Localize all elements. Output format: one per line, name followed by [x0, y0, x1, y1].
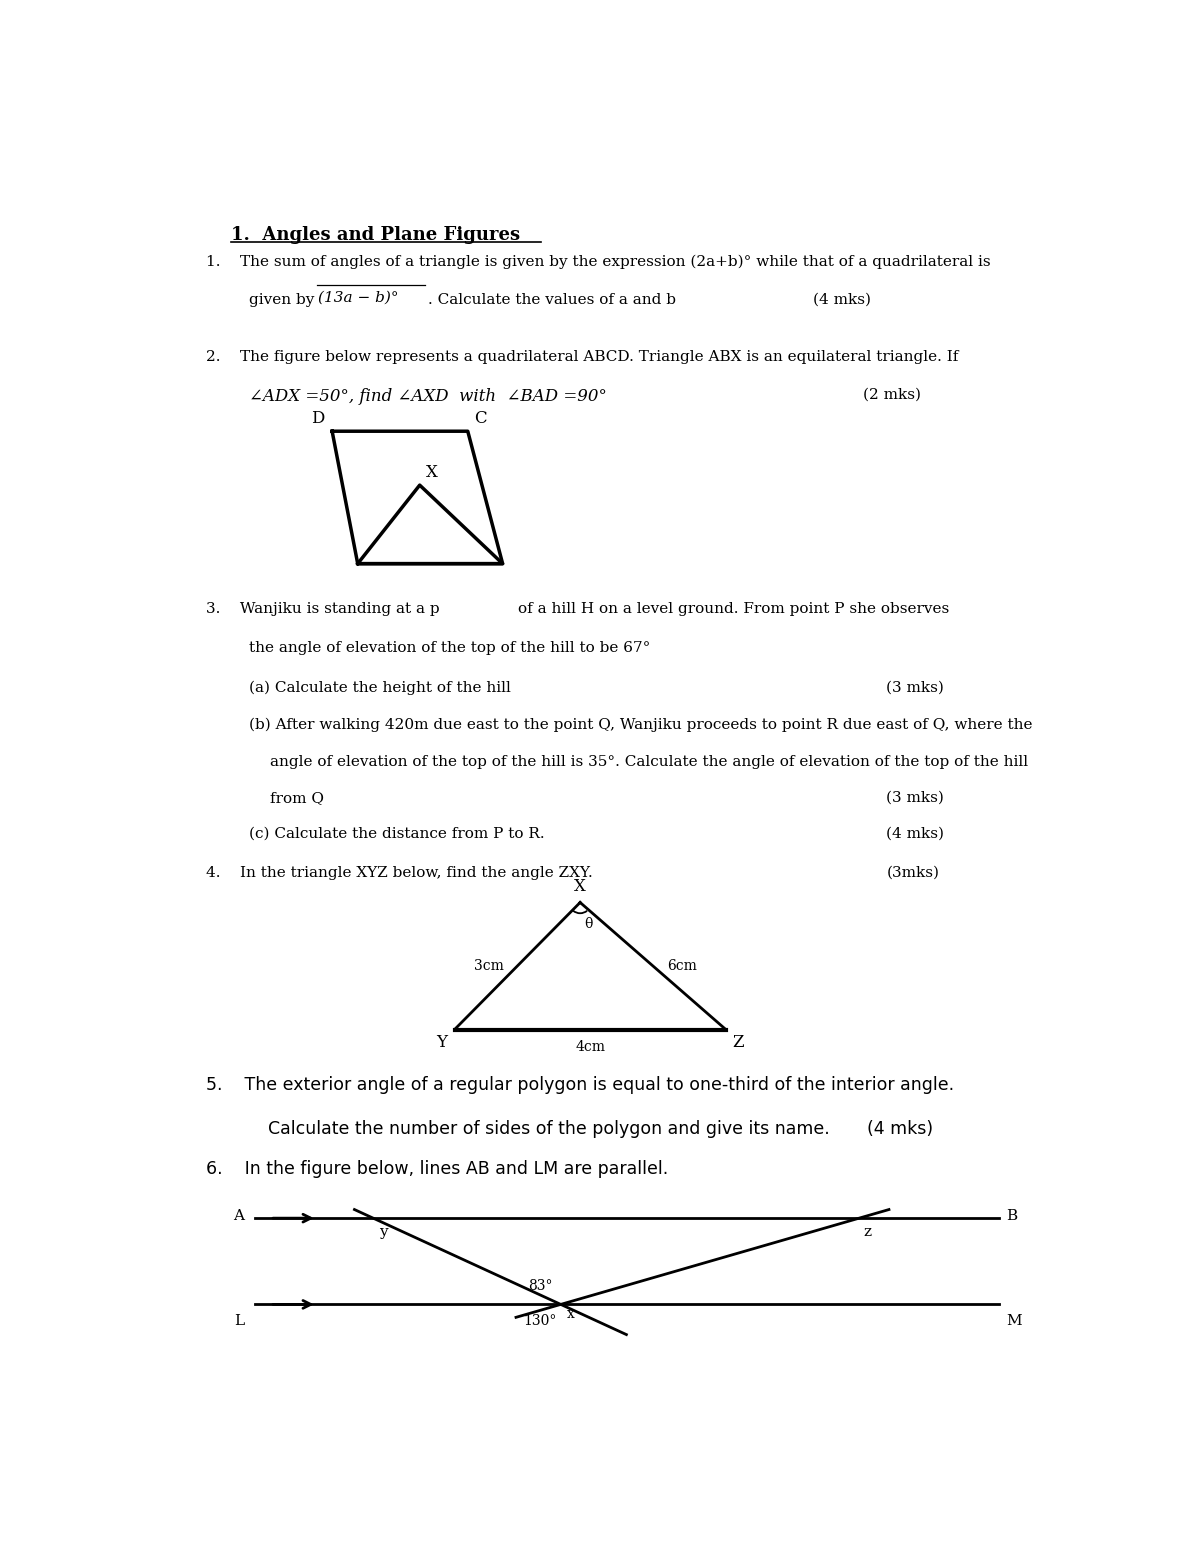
- Text: Calculate the number of sides of the polygon and give its name.: Calculate the number of sides of the pol…: [268, 1120, 829, 1138]
- Text: X: X: [426, 464, 438, 481]
- Text: θ: θ: [584, 918, 593, 932]
- Text: of a hill H on a level ground. From point P she observes: of a hill H on a level ground. From poin…: [518, 603, 949, 617]
- Text: (4 mks): (4 mks): [866, 1120, 934, 1138]
- Text: from Q: from Q: [270, 790, 324, 804]
- Text: 130°: 130°: [523, 1314, 557, 1328]
- Text: x: x: [566, 1308, 575, 1322]
- Text: (4 mks): (4 mks): [887, 828, 944, 842]
- Text: y: y: [379, 1225, 388, 1239]
- Text: 3cm: 3cm: [474, 960, 504, 974]
- Text: (a) Calculate the height of the hill: (a) Calculate the height of the hill: [250, 680, 511, 696]
- Text: angle of elevation of the top of the hill is 35°. Calculate the angle of elevati: angle of elevation of the top of the hil…: [270, 755, 1028, 769]
- Text: 2.    The figure below represents a quadrilateral ABCD. Triangle ABX is an equil: 2. The figure below represents a quadril…: [206, 349, 958, 363]
- Text: . Calculate the values of a and b: . Calculate the values of a and b: [428, 292, 677, 306]
- Text: ∠ADX =50°, find ∠AXD  with  ∠BAD =90°: ∠ADX =50°, find ∠AXD with ∠BAD =90°: [250, 388, 607, 405]
- Text: D: D: [311, 410, 324, 427]
- Text: 3.    Wanjiku is standing at a p: 3. Wanjiku is standing at a p: [206, 603, 439, 617]
- Text: the angle of elevation of the top of the hill to be 67°: the angle of elevation of the top of the…: [250, 641, 650, 655]
- Text: 4.    In the triangle XYZ below, find the angle ZXY.: 4. In the triangle XYZ below, find the a…: [206, 865, 593, 879]
- Text: (2 mks): (2 mks): [863, 388, 922, 402]
- Text: (b) After walking 420m due east to the point Q, Wanjiku proceeds to point R due : (b) After walking 420m due east to the p…: [250, 717, 1033, 731]
- Text: A: A: [234, 1208, 245, 1222]
- Text: C: C: [474, 410, 486, 427]
- Text: 5.    The exterior angle of a regular polygon is equal to one-third of the inter: 5. The exterior angle of a regular polyg…: [206, 1076, 954, 1093]
- Text: X: X: [574, 877, 586, 895]
- Text: given by: given by: [250, 292, 319, 306]
- Text: (3mks): (3mks): [887, 865, 940, 879]
- Text: (c) Calculate the distance from P to R.: (c) Calculate the distance from P to R.: [250, 828, 545, 842]
- Text: 6cm: 6cm: [667, 960, 697, 974]
- Text: M: M: [1007, 1314, 1022, 1328]
- Text: 1.  Angles and Plane Figures: 1. Angles and Plane Figures: [232, 227, 521, 244]
- Text: 4cm: 4cm: [575, 1039, 605, 1053]
- Text: L: L: [234, 1314, 245, 1328]
- Text: z: z: [864, 1225, 871, 1239]
- Text: (13a − b)°: (13a − b)°: [318, 290, 398, 304]
- Text: B: B: [1007, 1208, 1018, 1222]
- Text: Y: Y: [436, 1034, 446, 1051]
- Text: 6.    In the figure below, lines AB and LM are parallel.: 6. In the figure below, lines AB and LM …: [206, 1160, 668, 1179]
- Text: (3 mks): (3 mks): [887, 680, 944, 694]
- Text: (4 mks): (4 mks): [812, 292, 871, 306]
- Text: (3 mks): (3 mks): [887, 790, 944, 804]
- Text: 1.    The sum of angles of a triangle is given by the expression (2a+b)° while t: 1. The sum of angles of a triangle is gi…: [206, 255, 990, 269]
- Text: 83°: 83°: [528, 1278, 553, 1292]
- Text: Z: Z: [732, 1034, 744, 1051]
